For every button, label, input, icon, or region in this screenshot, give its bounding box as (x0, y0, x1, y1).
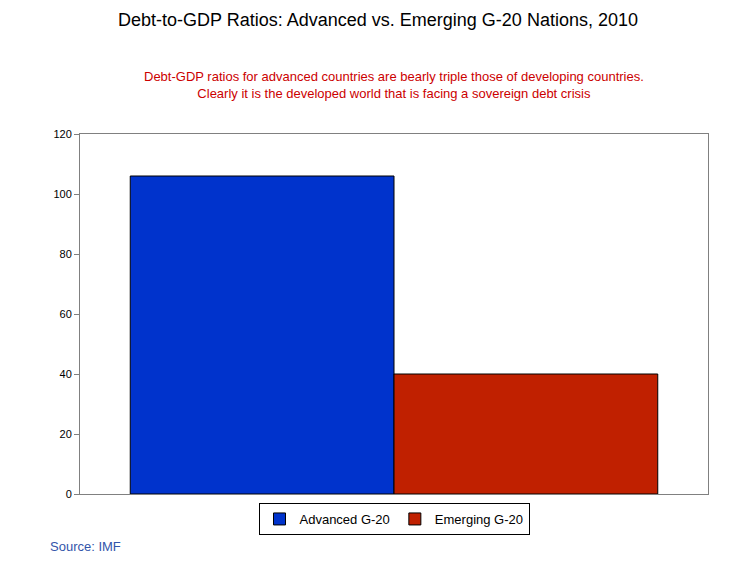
svg-text:20: 20 (60, 428, 72, 440)
svg-text:Advanced G-20: Advanced G-20 (300, 512, 390, 527)
svg-text:80: 80 (60, 248, 72, 260)
svg-text:Source: IMF: Source: IMF (50, 539, 121, 554)
svg-text:120: 120 (53, 128, 71, 140)
svg-text:Debt-to-GDP Ratios: Advanced v: Debt-to-GDP Ratios: Advanced vs. Emergin… (118, 10, 638, 30)
svg-text:100: 100 (53, 188, 71, 200)
svg-text:Emerging G-20: Emerging G-20 (435, 512, 523, 527)
svg-text:60: 60 (60, 308, 72, 320)
svg-text:0: 0 (66, 488, 72, 500)
svg-text:Debt-GDP ratios for advanced c: Debt-GDP ratios for advanced countries a… (144, 69, 644, 101)
svg-text:40: 40 (60, 368, 72, 380)
